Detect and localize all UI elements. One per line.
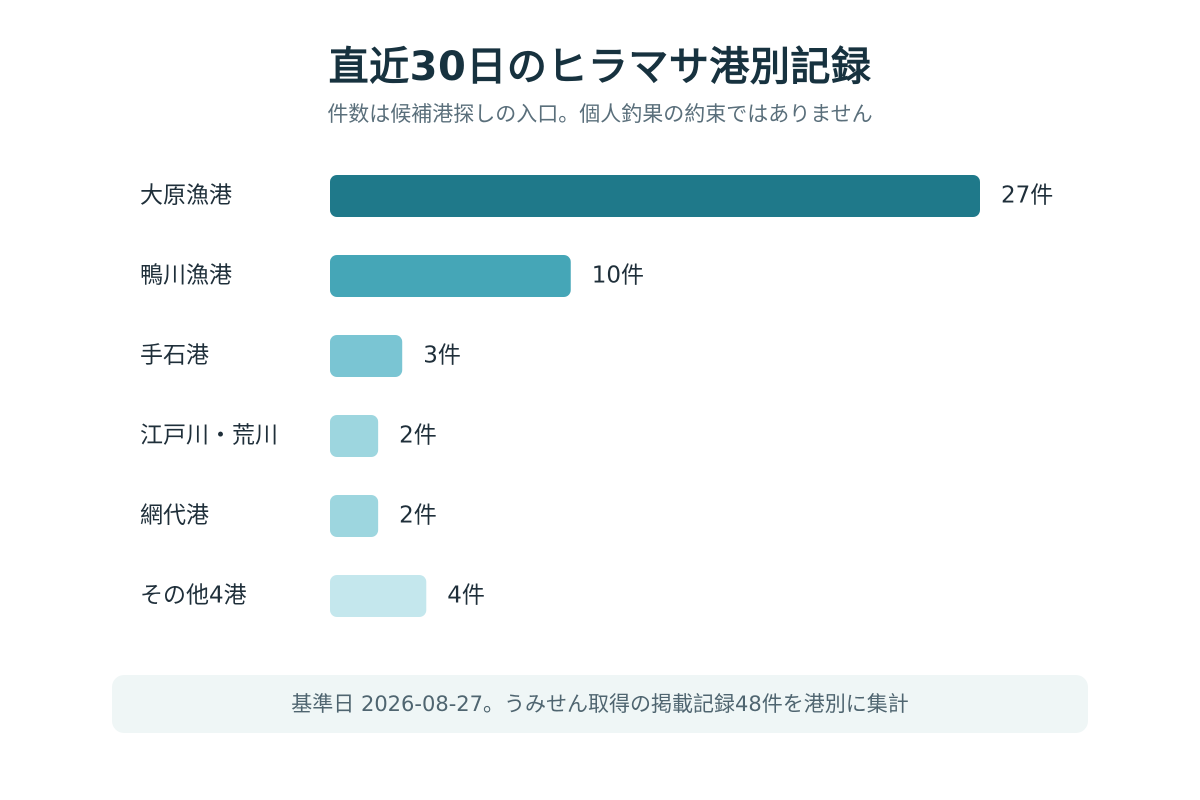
bar	[330, 175, 980, 217]
category-label: その他4港	[140, 583, 247, 609]
chart-footnote: 基準日 2026-08-27。うみせん取得の掲載記録48件を港別に集計	[112, 675, 1088, 733]
category-label: 大原漁港	[140, 183, 232, 209]
bar	[330, 575, 427, 617]
category-label: 江戸川・荒川	[140, 423, 278, 449]
bar	[330, 415, 379, 457]
value-label: 27件	[1001, 183, 1053, 209]
value-label: 2件	[399, 423, 437, 449]
value-label: 4件	[447, 583, 485, 609]
chart-title: 直近30日のヒラマサ港別記録	[328, 44, 872, 90]
category-label: 網代港	[140, 503, 209, 529]
value-label: 2件	[399, 503, 437, 529]
chart-subtitle: 件数は候補港探しの入口。個人釣果の約束ではありません	[327, 102, 873, 126]
value-label: 10件	[592, 263, 644, 289]
category-label: 鴨川漁港	[140, 263, 232, 289]
bar	[330, 335, 403, 377]
value-label: 3件	[423, 343, 461, 369]
bar	[330, 495, 379, 537]
bar	[330, 255, 571, 297]
category-label: 手石港	[140, 343, 209, 369]
